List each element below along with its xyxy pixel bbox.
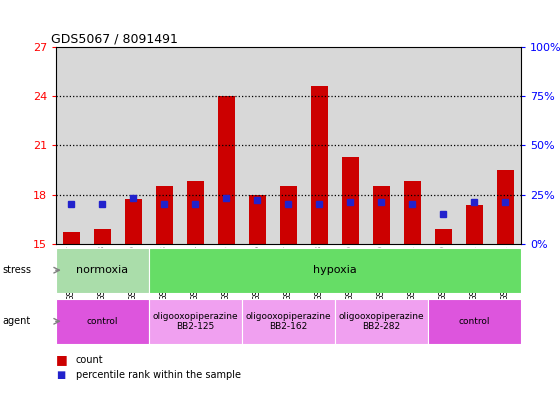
Bar — [335, 47, 366, 244]
Text: oligooxopiperazine
BB2-125: oligooxopiperazine BB2-125 — [153, 312, 238, 331]
Bar — [373, 186, 390, 244]
Bar — [428, 47, 459, 244]
Bar — [218, 96, 235, 244]
Text: ■: ■ — [56, 370, 66, 380]
Bar — [180, 47, 211, 244]
Bar — [63, 232, 80, 244]
Text: normoxia: normoxia — [76, 265, 129, 275]
Text: control: control — [459, 317, 490, 326]
Text: count: count — [76, 354, 103, 365]
Bar — [280, 186, 297, 244]
Text: GDS5067 / 8091491: GDS5067 / 8091491 — [52, 33, 178, 46]
Bar — [87, 47, 118, 244]
Bar — [156, 186, 173, 244]
Bar — [466, 205, 483, 244]
Text: percentile rank within the sample: percentile rank within the sample — [76, 370, 241, 380]
Bar — [497, 170, 514, 244]
Bar — [311, 86, 328, 244]
Bar — [118, 47, 149, 244]
Bar — [273, 47, 304, 244]
Bar — [149, 299, 242, 344]
Bar — [242, 299, 335, 344]
Bar — [249, 195, 266, 244]
Bar — [211, 47, 242, 244]
Bar — [242, 47, 273, 244]
Bar — [149, 47, 180, 244]
Bar — [187, 182, 204, 244]
Text: hypoxia: hypoxia — [313, 265, 357, 275]
Text: agent: agent — [3, 316, 31, 326]
Bar — [435, 229, 452, 244]
Text: ■: ■ — [56, 353, 68, 366]
Bar — [56, 299, 149, 344]
Text: stress: stress — [3, 265, 32, 275]
Bar — [335, 299, 428, 344]
Bar — [404, 182, 421, 244]
Bar — [304, 47, 335, 244]
Text: oligooxopiperazine
BB2-162: oligooxopiperazine BB2-162 — [246, 312, 331, 331]
Bar — [459, 47, 490, 244]
Bar — [366, 47, 397, 244]
Bar — [125, 200, 142, 244]
Bar — [56, 47, 87, 244]
Bar — [397, 47, 428, 244]
Bar — [56, 248, 149, 293]
Text: control: control — [87, 317, 118, 326]
Bar — [149, 248, 521, 293]
Bar — [428, 299, 521, 344]
Bar — [490, 47, 521, 244]
Bar — [342, 157, 359, 244]
Text: oligooxopiperazine
BB2-282: oligooxopiperazine BB2-282 — [339, 312, 424, 331]
Bar — [94, 229, 111, 244]
